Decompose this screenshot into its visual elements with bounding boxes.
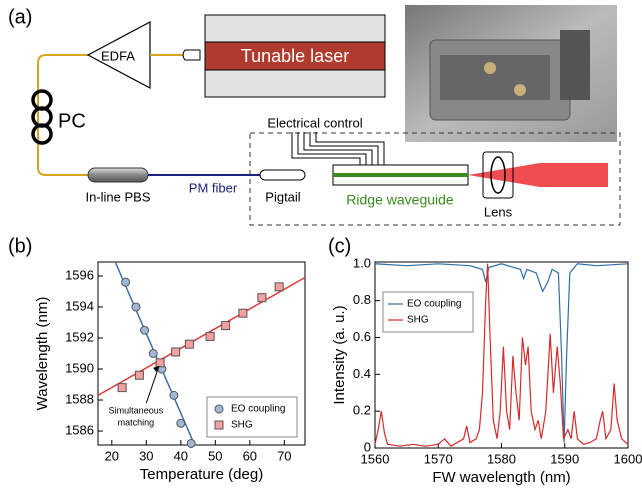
y-tick-label: 1596 — [65, 267, 94, 282]
point — [221, 321, 231, 331]
fiber — [37, 54, 88, 176]
x-tick-label: 20 — [105, 448, 119, 463]
point — [205, 331, 215, 341]
point — [257, 293, 267, 303]
x-axis-label: FW wavelength (nm) — [432, 469, 570, 486]
x-tick-label: 70 — [277, 448, 291, 463]
annotation-arrow — [145, 365, 160, 404]
lens — [490, 156, 506, 194]
panel-label: (c) — [328, 235, 351, 257]
y-tick-label: 0.8 — [353, 292, 371, 307]
fit-line — [97, 276, 306, 397]
point — [134, 370, 144, 380]
pbs — [87, 167, 149, 183]
y-tick-label: 1586 — [65, 422, 94, 437]
point — [140, 325, 150, 335]
x-axis-label: Temperature (deg) — [140, 466, 263, 483]
y-tick-label: 1.0 — [353, 255, 371, 270]
annotation: Simultaneous — [109, 405, 164, 415]
legend-box — [206, 396, 298, 438]
point — [148, 349, 158, 358]
line — [374, 263, 629, 447]
point — [238, 308, 248, 318]
y-tick-label: 0 — [364, 439, 371, 454]
panel-label: (b) — [8, 235, 32, 257]
plot-frame — [97, 261, 306, 446]
annotation-arrowhead — [153, 365, 160, 372]
y-tick-label: 1592 — [65, 329, 94, 344]
legend-marker — [214, 420, 224, 430]
point — [171, 347, 181, 357]
waveguide-label: Ridge waveguide — [346, 192, 454, 208]
photo-part — [440, 55, 550, 100]
dashed-box — [249, 132, 621, 226]
legend-label: SHG — [231, 420, 253, 431]
point — [176, 418, 186, 428]
x-tick-label: 1600 — [614, 451, 642, 466]
pigtail-label: Pigtail — [265, 189, 301, 204]
laser-band — [204, 41, 386, 71]
photo-part — [560, 30, 590, 100]
x-tick-label: 30 — [139, 448, 153, 463]
pc-label: PC — [58, 110, 86, 132]
annotation: matching — [118, 417, 155, 427]
y-tick-label: 1588 — [65, 391, 94, 406]
point — [184, 339, 194, 349]
y-tick-label: 1590 — [65, 360, 94, 375]
pbs-label: In-line PBS — [85, 189, 150, 204]
y-tick-label: 1594 — [65, 298, 94, 313]
lens-holder — [482, 151, 514, 199]
y-tick-label: 0.2 — [353, 403, 371, 418]
wires — [291, 132, 385, 165]
y-tick-label: 0.4 — [353, 366, 371, 381]
point — [117, 383, 127, 393]
legend-box — [382, 291, 474, 333]
electrical-label: Electrical control — [267, 115, 362, 130]
point — [131, 302, 141, 312]
y-axis-label: Intensity (a. u.) — [331, 305, 348, 404]
line — [374, 263, 629, 443]
x-tick-label: 40 — [174, 448, 188, 463]
legend-marker — [214, 404, 224, 414]
point — [121, 277, 131, 287]
photo-part — [484, 62, 496, 74]
point — [169, 390, 179, 400]
x-tick-label: 1570 — [424, 451, 453, 466]
x-tick-label: 50 — [208, 448, 222, 463]
photo-part — [514, 84, 526, 96]
fiber-label: PM fiber — [189, 180, 238, 195]
x-tick-label: 1590 — [550, 451, 579, 466]
legend-label: SHG — [407, 315, 429, 326]
edfa-label: EDFA — [101, 48, 135, 63]
lens-label: Lens — [484, 204, 513, 219]
plot-frame — [374, 261, 629, 449]
beam — [468, 163, 608, 187]
pigtail — [259, 169, 306, 181]
x-tick-label: 60 — [243, 448, 257, 463]
point — [274, 282, 284, 292]
legend-label: EO coupling — [231, 404, 285, 415]
panel-label: (a) — [8, 6, 32, 28]
pc-loop — [31, 123, 53, 145]
y-tick-label: 0.6 — [353, 329, 371, 344]
diagram: (a) PC EDFA Tunable laser In-line PBS PM… — [8, 5, 621, 226]
point — [155, 358, 165, 368]
x-tick-label: 1560 — [361, 451, 390, 466]
laser-label: Tunable laser — [241, 46, 349, 66]
x-tick-label: 1580 — [487, 451, 516, 466]
point — [186, 438, 196, 448]
connector — [182, 49, 201, 61]
y-axis-label: Wavelength (nm) — [34, 297, 51, 411]
legend-label: EO coupling — [407, 299, 461, 310]
